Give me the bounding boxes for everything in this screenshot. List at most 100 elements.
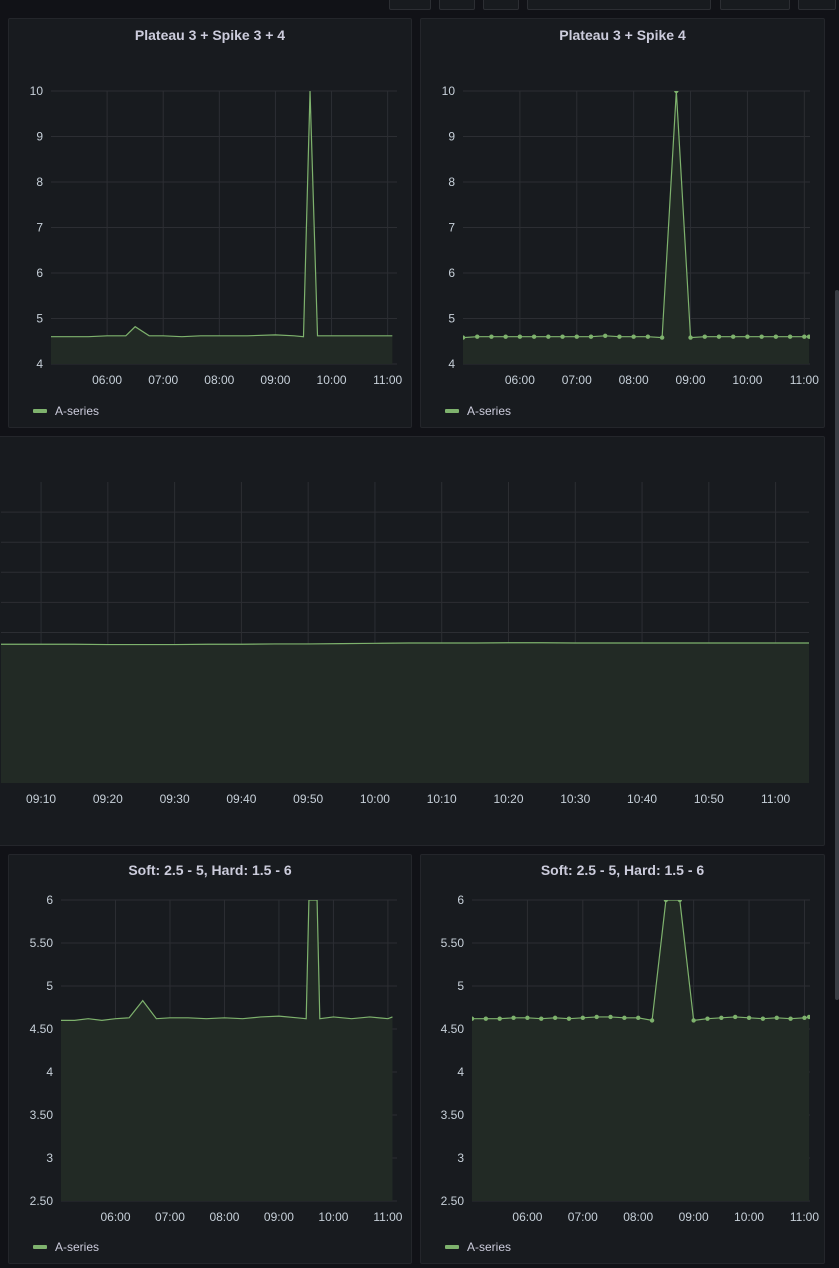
legend-color-swatch (445, 409, 459, 413)
x-tick-label: 10:00 (734, 1210, 764, 1224)
data-point (539, 1016, 543, 1020)
panel-soft-hard-thresholds-right[interactable]: Soft: 2.5 - 5, Hard: 1.5 - 6 2.50 3 3.50 4 4… (420, 854, 825, 1264)
series-line (61, 900, 392, 1020)
y-tick-label: 4 (36, 357, 43, 371)
data-point (636, 1016, 640, 1020)
toolbar-button-1[interactable] (389, 0, 431, 10)
data-point (745, 335, 749, 339)
panel-plateau-3-spike-4[interactable]: Plateau 3 + Spike 4 4 5 6 7 8 9 10 06:00 07:00 08… (420, 18, 825, 428)
y-tick-label: 5 (36, 312, 43, 326)
legend-color-swatch (33, 409, 47, 413)
y-tick-label: 10 (442, 84, 456, 98)
x-tick-label: 10:00 (732, 373, 762, 387)
chart-panel-0: 4 5 6 7 8 9 10 06:00 07:00 08:00 09:00 10:00 11:00 (9, 19, 412, 428)
refresh-button[interactable] (798, 0, 836, 10)
series-line (463, 91, 809, 338)
x-tick-label: 08:00 (623, 1210, 653, 1224)
x-tick-label: 09:10 (26, 792, 56, 806)
y-tick-label: 3.50 (441, 1108, 465, 1122)
x-tick-label: 09:00 (679, 1210, 709, 1224)
data-point (688, 335, 692, 339)
toolbar-button-2[interactable] (439, 0, 475, 10)
data-point (774, 335, 778, 339)
data-point (461, 335, 465, 339)
dashboard-toolbar (0, 0, 839, 12)
y-tick-label: 5 (46, 979, 53, 993)
y-tick-label: 8 (448, 175, 455, 189)
x-tick-label: 09:00 (676, 373, 706, 387)
x-tick-label: 09:50 (293, 792, 323, 806)
x-tick-label: 11:00 (761, 792, 790, 806)
data-point (603, 334, 607, 338)
y-tick-label: 3.50 (30, 1108, 54, 1122)
legend[interactable]: A-series (33, 404, 99, 418)
data-point (802, 1016, 806, 1020)
panel-soft-hard-thresholds-left[interactable]: Soft: 2.5 - 5, Hard: 1.5 - 6 2.50 3 3.50 4 4… (8, 854, 412, 1264)
legend-label: A-series (467, 404, 511, 418)
series-area-fill (61, 900, 392, 1201)
x-tick-label: 08:00 (204, 373, 234, 387)
legend[interactable]: A-series (445, 1240, 511, 1254)
x-tick-label: 11:00 (373, 1210, 402, 1224)
y-tick-label: 10 (30, 84, 44, 98)
time-range-picker[interactable] (527, 0, 711, 10)
data-point (759, 335, 763, 339)
y-tick-label: 9 (448, 130, 455, 144)
y-tick-label: 4 (448, 357, 455, 371)
data-point (703, 335, 707, 339)
panel-plateau-3-spike-3-4[interactable]: Plateau 3 + Spike 3 + 4 4 5 6 7 8 9 10 06:00 07:… (8, 18, 412, 428)
x-tick-label: 09:00 (260, 373, 290, 387)
data-point (733, 1015, 737, 1019)
y-tick-label: 8 (36, 175, 43, 189)
data-point (489, 335, 493, 339)
legend-color-swatch (445, 1245, 459, 1249)
chart-panel-2: 09:10 09:20 09:30 09:40 09:50 10:00 10:10 10:20… (0, 437, 825, 846)
data-point (775, 1016, 779, 1020)
y-tick-label: 4.50 (441, 1022, 465, 1036)
x-tick-label: 10:00 (317, 373, 347, 387)
data-point (678, 898, 682, 902)
data-point (631, 335, 635, 339)
data-point (646, 335, 650, 339)
data-point (567, 1016, 571, 1020)
data-point (608, 1015, 612, 1019)
y-tick-label: 4 (46, 1065, 53, 1079)
zoom-out-button[interactable] (720, 0, 790, 10)
legend-color-swatch (33, 1245, 47, 1249)
data-point (761, 1016, 765, 1020)
x-tick-label: 09:30 (160, 792, 190, 806)
data-point (546, 335, 550, 339)
x-tick-label: 07:00 (568, 1210, 598, 1224)
series-area-fill (472, 900, 809, 1201)
data-point (674, 89, 678, 93)
legend[interactable]: A-series (445, 404, 511, 418)
x-tick-label: 09:20 (93, 792, 123, 806)
data-point (622, 1016, 626, 1020)
x-tick-label: 10:40 (627, 792, 657, 806)
y-tick-label: 6 (448, 266, 455, 280)
legend[interactable]: A-series (33, 1240, 99, 1254)
data-point (532, 335, 536, 339)
y-tick-label: 5 (448, 312, 455, 326)
data-point (691, 1018, 695, 1022)
legend-label: A-series (55, 1240, 99, 1254)
series-area-fill (1, 643, 809, 783)
y-tick-label: 4 (457, 1065, 464, 1079)
data-point (705, 1016, 709, 1020)
y-tick-label: 6 (457, 893, 464, 907)
x-tick-label: 10:00 (360, 792, 390, 806)
data-point (617, 335, 621, 339)
data-point (802, 335, 806, 339)
x-tick-label: 10:20 (493, 792, 523, 806)
legend-label: A-series (467, 1240, 511, 1254)
data-point (503, 335, 507, 339)
series-group (461, 89, 811, 364)
toolbar-button-3[interactable] (483, 0, 519, 10)
page-scrollbar[interactable] (835, 290, 839, 1000)
panel-wide-timeseries[interactable]: 09:10 09:20 09:30 09:40 09:50 10:00 10:10 10:20… (0, 436, 825, 846)
series-line (472, 900, 809, 1020)
x-tick-label: 08:00 (209, 1210, 239, 1224)
y-tick-label: 3 (46, 1151, 53, 1165)
x-tick-label: 06:00 (505, 373, 535, 387)
x-tick-label: 07:00 (148, 373, 178, 387)
